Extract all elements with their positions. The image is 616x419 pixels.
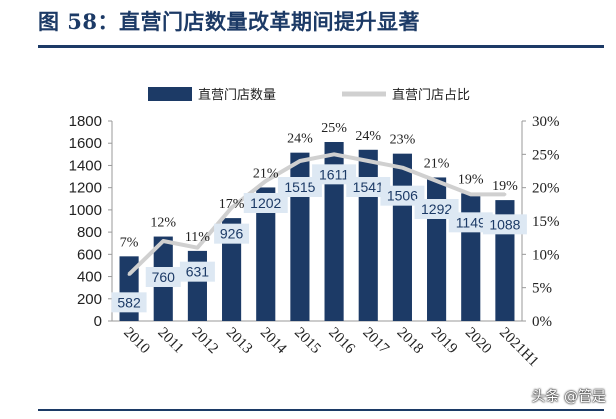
bar-2017	[358, 149, 378, 321]
left-axis-tick-label: 1000	[69, 202, 102, 219]
bar-value-label-box	[346, 177, 391, 197]
chart-title: 图 58：直营门店数量改革期间提升显著	[38, 9, 421, 34]
right-axis-tick-label: 15%	[532, 214, 560, 230]
bar-value-label-box	[482, 214, 527, 235]
x-axis-tick-label: 2010	[120, 325, 153, 358]
percent-value-label: 21%	[253, 166, 279, 181]
percent-value-label: 24%	[287, 132, 313, 147]
percent-point-2016	[332, 152, 336, 156]
percent-point-2019	[435, 179, 439, 183]
bar-value-label-box	[414, 199, 459, 219]
right-axis-tick-label: 30%	[532, 114, 560, 130]
bar-value-label: 760	[152, 269, 176, 285]
bar-value-label: 1202	[250, 195, 281, 211]
bar-value-label: 1541	[353, 179, 384, 195]
title-rule	[38, 45, 604, 48]
bar-value-label: 1292	[421, 201, 452, 217]
bar-value-label-box	[380, 185, 425, 206]
x-axis-tick-label: 2020	[462, 325, 495, 358]
bar-value-label: 631	[186, 264, 210, 280]
watermark: 头条 @管是	[531, 389, 606, 405]
percent-value-label: 19%	[492, 179, 518, 194]
percent-value-label: 11%	[185, 230, 210, 245]
right-axis-tick-label: 5%	[532, 281, 552, 297]
bar-value-label-box	[448, 212, 493, 233]
percent-point-2018	[400, 166, 404, 170]
bar-2019	[427, 177, 447, 321]
bar-value-label-box	[214, 223, 250, 244]
percent-value-label: 12%	[150, 216, 176, 231]
percent-value-label: 17%	[219, 197, 245, 212]
percent-point-2017	[366, 159, 370, 163]
x-axis-tick-label: 2017	[359, 325, 392, 358]
percent-value-label: 19%	[458, 172, 484, 187]
bar-value-label-box	[179, 261, 215, 282]
right-axis-tick-label: 20%	[532, 181, 560, 197]
bottom-rule	[38, 409, 604, 411]
bar-value-label: 1088	[489, 216, 520, 232]
bar-value-label-box	[111, 292, 147, 313]
percent-point-2010	[127, 272, 131, 276]
percent-value-label: 25%	[321, 121, 347, 136]
legend-bar-swatch	[148, 87, 192, 101]
data-labels: 582 760 631 926 1202151516111541150612921149…	[111, 121, 527, 313]
bar-2018	[392, 153, 412, 321]
left-axis-tick-label: 600	[77, 246, 102, 263]
percent-point-2015	[298, 159, 302, 163]
bar-2013	[222, 218, 242, 321]
bar-value-label: 1515	[284, 179, 315, 195]
left-axis-tick-label: 800	[77, 224, 102, 241]
bar-2016	[324, 142, 344, 321]
left-axis-tick-label: 1600	[69, 135, 102, 152]
percent-point-2011	[161, 239, 165, 243]
axes: 0 200 400 600 800 1000 1200 1400 1600 1800 0% 5% 10%…	[69, 113, 560, 370]
x-axis-tick-label: 2019	[428, 325, 461, 358]
x-axis-tick-label: 2015	[291, 325, 324, 358]
bar-value-label-box	[277, 177, 322, 197]
bar-value-label: 926	[220, 226, 244, 242]
right-axis-tick-label: 25%	[532, 147, 560, 163]
left-axis-tick-label: 1400	[69, 157, 102, 174]
bar-value-label: 582	[117, 294, 141, 310]
bar-value-label-box	[312, 164, 357, 185]
left-axis-tick-label: 1200	[69, 180, 102, 197]
bar-value-label-box	[243, 193, 288, 213]
x-axis-tick-label: 2011	[154, 325, 186, 357]
x-axis-tick-label: 2013	[223, 325, 256, 358]
bar-value-label: 1149	[456, 214, 486, 230]
percent-value-label: 24%	[355, 129, 381, 144]
x-axis-tick-label: 2012	[189, 325, 222, 358]
left-axis-tick-label: 1800	[69, 113, 102, 130]
percent-line	[127, 152, 507, 276]
x-axis-tick-label: 2014	[257, 325, 290, 358]
percent-point-2013	[230, 206, 234, 210]
bar-value-label: 1611	[319, 166, 349, 182]
left-axis-tick-label: 400	[77, 269, 102, 286]
left-axis-tick-label: 200	[77, 291, 102, 308]
x-axis-tick-label: 2021H1	[496, 325, 541, 370]
x-axis-tick-label: 2016	[325, 325, 358, 358]
percent-point-2020	[469, 192, 473, 196]
left-axis-tick-label: 0	[94, 313, 102, 330]
legend-bar-label: 直营门店数量	[198, 88, 276, 103]
percent-point-2012	[195, 246, 199, 250]
right-axis-tick-label: 0%	[532, 314, 552, 330]
percent-value-label: 23%	[390, 133, 416, 148]
bar-value-label: 1506	[387, 188, 418, 204]
bar-2012	[187, 250, 207, 321]
bar-value-label-box	[145, 267, 181, 287]
percent-value-label: 21%	[424, 156, 450, 171]
legend: 直营门店数量 直营门店占比	[148, 87, 470, 103]
percent-point-2014	[264, 179, 268, 183]
right-axis-tick-label: 10%	[532, 247, 560, 263]
bar-2014	[256, 187, 276, 321]
percent-point-2021H1	[503, 192, 507, 196]
x-axis-tick-label: 2018	[394, 325, 427, 358]
percent-line-path	[127, 152, 505, 276]
legend-line-label: 直营门店占比	[392, 88, 470, 103]
percent-value-label: 7%	[120, 235, 139, 250]
